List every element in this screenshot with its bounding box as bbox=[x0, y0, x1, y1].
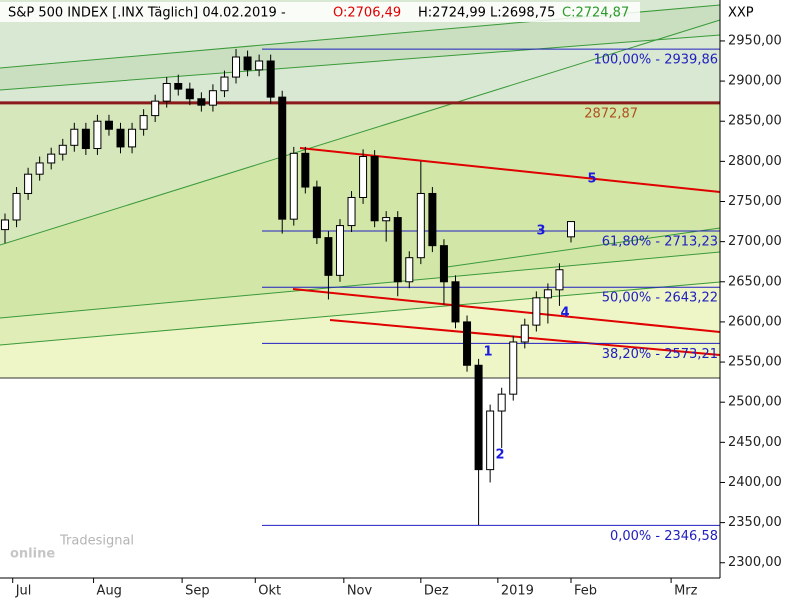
candle-body bbox=[439, 245, 448, 283]
candle-body bbox=[278, 96, 287, 220]
axis-label: XXP bbox=[728, 6, 754, 21]
candle-body bbox=[12, 192, 21, 221]
candle-body bbox=[451, 281, 460, 323]
y-tick-label: 2350,00 bbox=[728, 515, 782, 530]
y-tick-label: 2750,00 bbox=[728, 194, 782, 209]
watermark-text: online bbox=[10, 547, 55, 562]
candle-body bbox=[324, 237, 333, 276]
axis-panel bbox=[0, 578, 720, 600]
candle-body bbox=[58, 144, 67, 155]
candle-body bbox=[370, 156, 379, 222]
candle-body bbox=[416, 192, 425, 259]
candle-body bbox=[474, 364, 483, 471]
candle-body bbox=[174, 82, 183, 90]
watermark: Tradesignal online bbox=[10, 534, 134, 562]
candle-body bbox=[24, 173, 33, 194]
y-tick-label: 2400,00 bbox=[728, 475, 782, 490]
candle-body bbox=[243, 56, 252, 71]
candle-body bbox=[35, 162, 44, 175]
candle-body bbox=[301, 152, 310, 188]
fib-label: 0,00% - 2346,58 bbox=[610, 529, 718, 544]
plot: 2872,87 100,00% - 2939,86 61,80% - 2713,23… bbox=[0, 48, 720, 544]
low-label: L:2698,75 bbox=[490, 6, 555, 21]
axis-panel bbox=[720, 0, 800, 600]
wave-label: 3 bbox=[536, 224, 545, 239]
header: S&P 500 INDEX [.INX Täglich] 04.02.2019 … bbox=[0, 2, 754, 22]
resistance-label: 2872,87 bbox=[584, 106, 638, 121]
candle-body bbox=[151, 100, 160, 117]
y-tick-label: 2450,00 bbox=[728, 435, 782, 450]
y-tick-label: 2900,00 bbox=[728, 74, 782, 89]
candle-body bbox=[497, 393, 506, 412]
candle-body bbox=[1, 219, 10, 231]
fib-label: 38,20% - 2573,21 bbox=[602, 347, 718, 362]
y-tick-label: 2650,00 bbox=[728, 274, 782, 289]
candle-body bbox=[405, 257, 414, 283]
y-tick-label: 2700,00 bbox=[728, 234, 782, 249]
candle-body bbox=[220, 76, 229, 92]
y-tick-label: 2500,00 bbox=[728, 395, 782, 410]
candle-body bbox=[47, 153, 56, 164]
fib-label: 100,00% - 2939,86 bbox=[593, 53, 718, 68]
x-tick-label: Mrz bbox=[674, 584, 698, 599]
wave-label: 2 bbox=[495, 448, 504, 463]
fib-label: 61,80% - 2713,23 bbox=[602, 235, 718, 250]
candle-body bbox=[555, 269, 564, 291]
candle-body bbox=[266, 60, 275, 98]
candle-body bbox=[428, 192, 437, 247]
candle-body bbox=[566, 221, 575, 238]
candle-body bbox=[532, 297, 541, 326]
x-tick-label: Sep bbox=[185, 584, 210, 599]
x-tick-label: Aug bbox=[97, 584, 122, 599]
candle-body bbox=[393, 217, 402, 283]
x-tick-label: Jul bbox=[15, 584, 32, 599]
wave-label: 4 bbox=[560, 306, 569, 321]
candle-body bbox=[486, 410, 495, 471]
candle-body bbox=[509, 341, 518, 395]
candle-body bbox=[104, 120, 113, 130]
candle-body bbox=[70, 128, 79, 146]
axes: 2300,002350,002400,002450,002500,002550,… bbox=[12, 33, 782, 599]
candle-body bbox=[162, 82, 171, 102]
candle-body bbox=[289, 152, 298, 220]
open-label: O:2706,49 bbox=[333, 6, 401, 21]
chart-title: S&P 500 INDEX [.INX Täglich] 04.02.2019 … bbox=[8, 6, 286, 21]
fib-label: 50,00% - 2643,22 bbox=[602, 291, 718, 306]
wave-label: 1 bbox=[483, 345, 492, 360]
candle-body bbox=[232, 56, 241, 78]
candle-body bbox=[128, 128, 137, 148]
candle-body bbox=[116, 128, 125, 148]
candle-body bbox=[335, 225, 344, 276]
candle-body bbox=[382, 217, 391, 222]
x-tick-label: Dez bbox=[424, 584, 449, 599]
candle-body bbox=[208, 90, 217, 106]
candle-body bbox=[543, 289, 552, 299]
candle-body bbox=[463, 321, 472, 366]
y-tick-label: 2600,00 bbox=[728, 314, 782, 329]
y-tick-label: 2800,00 bbox=[728, 154, 782, 169]
candle-body bbox=[312, 186, 321, 239]
candle-body bbox=[93, 120, 102, 150]
candle-body bbox=[520, 324, 529, 343]
wave-label: 5 bbox=[587, 172, 596, 187]
candle-body bbox=[185, 88, 194, 100]
y-tick-label: 2850,00 bbox=[728, 114, 782, 129]
candle-body bbox=[197, 98, 206, 106]
x-tick-label: Nov bbox=[347, 584, 373, 599]
y-tick-label: 2550,00 bbox=[728, 355, 782, 370]
candle-body bbox=[255, 60, 264, 71]
x-tick-label: Okt bbox=[258, 584, 281, 599]
watermark-sub: Tradesignal bbox=[59, 534, 134, 549]
candle-body bbox=[139, 115, 148, 130]
x-tick-label: Feb bbox=[574, 584, 597, 599]
y-tick-label: 2300,00 bbox=[728, 555, 782, 570]
candle-body bbox=[359, 156, 368, 198]
high-label: H:2724,99 bbox=[418, 6, 486, 21]
candle-body bbox=[347, 196, 356, 227]
candle-body bbox=[81, 128, 90, 150]
y-tick-label: 2950,00 bbox=[728, 33, 782, 48]
x-tick-label: 2019 bbox=[501, 584, 534, 599]
close-label: C:2724,87 bbox=[562, 6, 629, 21]
